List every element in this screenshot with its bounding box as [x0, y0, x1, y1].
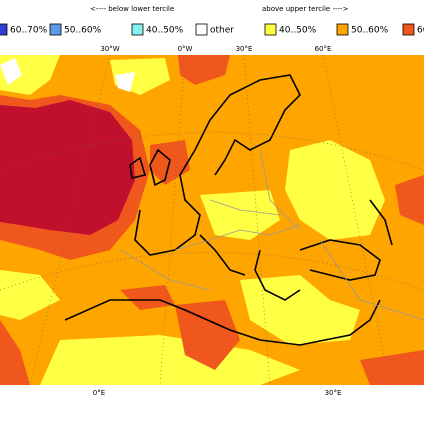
anomaly-area	[120, 285, 175, 310]
coastlines	[64, 74, 393, 346]
legend-swatch	[0, 23, 8, 36]
legend-label: 40..50%	[279, 26, 317, 36]
above-tercile-label: above upper tercile ---->	[262, 5, 349, 13]
longitude-label: 0°W	[178, 45, 193, 53]
anomaly-area	[285, 140, 385, 240]
longitude-label: 60°E	[315, 45, 332, 53]
anomaly-area	[0, 270, 60, 320]
map	[0, 54, 424, 386]
longitude-label: 30°E	[236, 45, 253, 53]
legend: 60..70% 50..60% 40..50% other 40..50% 50..60%…	[0, 23, 424, 36]
below-tercile-label: <---- below lower tercile	[90, 5, 174, 13]
anomaly-area	[395, 175, 424, 225]
anomaly-area	[0, 58, 22, 85]
legend-swatch	[195, 23, 208, 36]
anomaly-area	[0, 320, 30, 385]
anomaly-area	[178, 55, 230, 85]
axis-labels: 30°W 0°W 30°E 60°E 0°E 30°E	[93, 45, 342, 397]
longitude-label: 30°W	[100, 45, 119, 53]
anomaly-area	[115, 72, 135, 92]
anomaly-area	[200, 190, 280, 240]
legend-label: 50..60%	[351, 26, 389, 36]
legend-swatch	[49, 23, 62, 36]
graticule	[0, 54, 424, 386]
legend-label: 60..70%	[10, 26, 48, 36]
borders	[119, 149, 424, 321]
longitude-label: 30°E	[325, 389, 342, 397]
legend-label: other	[210, 26, 234, 36]
legend-swatch	[264, 23, 277, 36]
legend-label: 60..70%	[417, 26, 424, 36]
longitude-label: 0°E	[93, 389, 105, 397]
anomaly-area	[40, 335, 300, 385]
legend-swatch	[402, 23, 415, 36]
anomaly-area	[0, 100, 135, 235]
legend-swatch	[131, 23, 144, 36]
legend-label: 50..60%	[64, 26, 102, 36]
legend-swatch	[336, 23, 349, 36]
anomaly-area	[175, 300, 240, 370]
legend-label: 40..50%	[146, 26, 184, 36]
anomaly-area	[360, 350, 424, 385]
